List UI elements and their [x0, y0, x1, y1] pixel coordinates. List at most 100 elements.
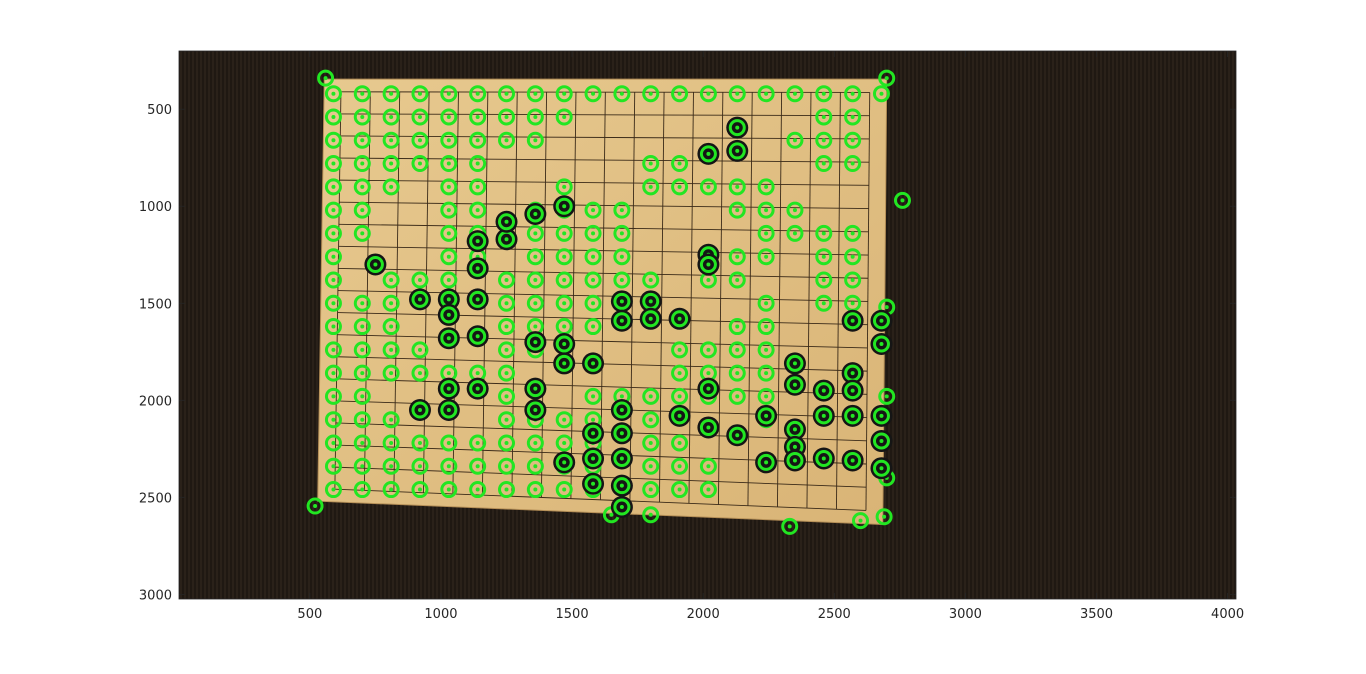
green-marker — [324, 318, 342, 336]
green-marker — [411, 271, 429, 289]
green-marker — [498, 434, 516, 452]
green-marker — [469, 457, 487, 475]
black-stone-marker — [437, 303, 460, 326]
black-stone-marker — [812, 447, 835, 470]
green-marker — [872, 85, 890, 103]
black-stone-marker — [697, 142, 720, 165]
green-marker — [815, 271, 833, 289]
marker-layer — [306, 69, 911, 535]
green-marker — [642, 457, 660, 475]
green-marker — [440, 155, 458, 173]
black-stone-marker — [610, 309, 633, 332]
y-tick-label: 1500 — [139, 297, 172, 312]
green-marker — [324, 85, 342, 103]
green-marker — [815, 131, 833, 149]
black-stone-marker — [364, 253, 387, 276]
black-stone-marker — [582, 352, 605, 375]
green-marker — [526, 131, 544, 149]
green-marker — [498, 131, 516, 149]
green-marker — [815, 294, 833, 312]
green-marker — [324, 271, 342, 289]
black-stone-marker — [610, 447, 633, 470]
black-stone-marker — [841, 404, 864, 427]
green-marker — [815, 248, 833, 266]
black-stone-marker — [437, 398, 460, 421]
green-marker — [613, 201, 631, 219]
green-marker — [353, 178, 371, 196]
green-marker — [584, 271, 602, 289]
green-marker — [353, 387, 371, 405]
green-marker — [324, 434, 342, 452]
green-marker — [411, 434, 429, 452]
green-marker — [353, 85, 371, 103]
green-marker — [526, 248, 544, 266]
green-marker — [584, 224, 602, 242]
y-tick-label: 2000 — [139, 394, 172, 409]
plot-area — [178, 50, 1237, 600]
green-marker — [671, 434, 689, 452]
green-marker — [440, 248, 458, 266]
black-stone-marker — [783, 418, 806, 441]
black-stone-marker — [755, 404, 778, 427]
green-marker — [642, 271, 660, 289]
black-stone-marker — [582, 447, 605, 470]
green-marker — [728, 341, 746, 359]
green-marker — [469, 434, 487, 452]
black-stone-marker — [783, 352, 806, 375]
green-marker — [324, 155, 342, 173]
green-marker — [642, 178, 660, 196]
board-line-horizontal — [334, 488, 866, 511]
green-marker — [440, 131, 458, 149]
black-stone-marker — [610, 496, 633, 519]
green-marker — [893, 191, 911, 209]
green-marker — [642, 481, 660, 499]
black-stone-marker — [639, 307, 662, 330]
y-tick-label: 1000 — [139, 200, 172, 215]
green-marker — [382, 364, 400, 382]
green-marker — [324, 201, 342, 219]
green-marker — [411, 457, 429, 475]
green-marker — [584, 201, 602, 219]
green-marker — [584, 294, 602, 312]
black-stone-marker — [408, 398, 431, 421]
black-stone-marker — [466, 230, 489, 253]
green-marker — [699, 178, 717, 196]
black-stone-marker — [783, 449, 806, 472]
green-marker — [757, 318, 775, 336]
green-marker — [526, 108, 544, 126]
green-marker — [844, 131, 862, 149]
black-stone-marker — [553, 451, 576, 474]
green-marker — [757, 201, 775, 219]
green-marker — [324, 224, 342, 242]
green-marker — [728, 85, 746, 103]
y-tick-label: 500 — [147, 103, 172, 118]
green-marker — [353, 364, 371, 382]
green-marker — [353, 131, 371, 149]
green-marker — [498, 457, 516, 475]
green-marker — [555, 411, 573, 429]
black-stone-marker — [870, 309, 893, 332]
green-marker — [671, 178, 689, 196]
black-stone-marker — [812, 404, 835, 427]
x-axis: 500 1000 1500 2000 2500 3000 3500 4000 — [297, 51, 1244, 622]
green-marker — [324, 457, 342, 475]
green-marker — [382, 457, 400, 475]
black-stone-marker — [466, 288, 489, 311]
green-marker — [324, 248, 342, 266]
green-marker — [642, 155, 660, 173]
green-marker — [498, 481, 516, 499]
green-marker — [469, 155, 487, 173]
black-stone-marker — [524, 203, 547, 226]
black-stone-marker — [437, 327, 460, 350]
black-stone-marker — [553, 352, 576, 375]
black-stone-marker — [466, 325, 489, 348]
green-marker — [440, 271, 458, 289]
green-marker — [440, 201, 458, 219]
black-stone-marker — [783, 373, 806, 396]
green-marker — [469, 131, 487, 149]
black-stone-marker — [870, 333, 893, 356]
green-marker — [469, 481, 487, 499]
green-marker — [642, 387, 660, 405]
black-stone-marker — [726, 139, 749, 162]
